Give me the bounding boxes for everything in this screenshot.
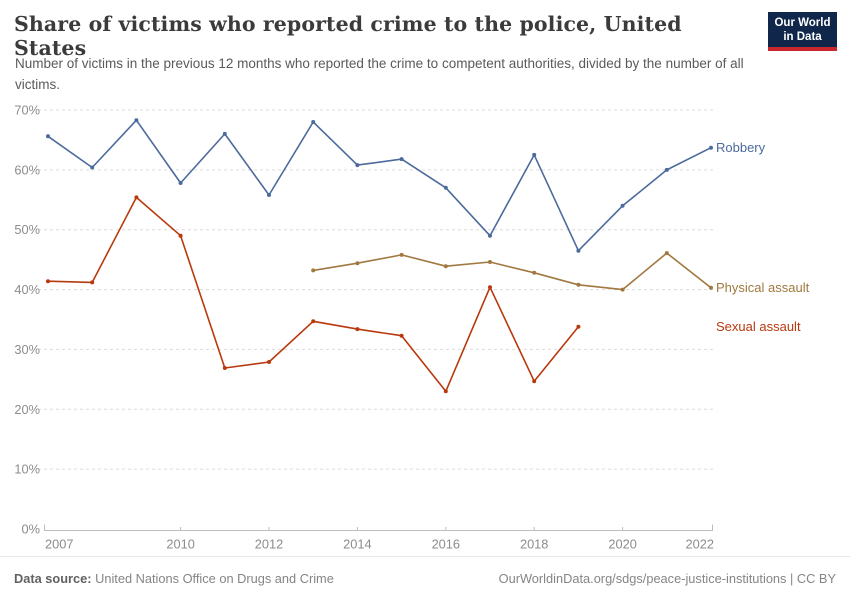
owid-logo-line1: Our World: [774, 17, 831, 29]
owid-logo-line2: in Data: [783, 31, 822, 43]
series-label-physical-assault: Physical assault: [716, 280, 810, 295]
data-point-sexual-assault[interactable]: [488, 285, 492, 290]
x-axis-tick-label: 2007: [45, 537, 73, 552]
data-point-sexual-assault[interactable]: [134, 195, 139, 200]
series-line-robbery[interactable]: [47, 119, 712, 252]
page-title: Share of victims who reported crime to t…: [14, 12, 682, 60]
data-point-sexual-assault[interactable]: [46, 279, 50, 284]
data-point-sexual-assault[interactable]: [222, 366, 227, 370]
data-point-robbery[interactable]: [576, 248, 581, 253]
chart-subtitle: Number of victims in the previous 12 mon…: [15, 56, 744, 92]
data-point-robbery[interactable]: [488, 233, 492, 238]
data-point-robbery[interactable]: [620, 203, 625, 208]
x-axis-tick-label: 2018: [520, 537, 548, 552]
data-source-text: United Nations Office on Drugs and Crime: [91, 571, 334, 586]
data-point-physical-assault[interactable]: [620, 287, 625, 292]
x-axis: 2007 2010 2012 2014 2016 2018 2020 2022: [44, 524, 714, 552]
data-point-sexual-assault[interactable]: [399, 333, 404, 338]
y-axis-tick-label: 70%: [14, 103, 40, 118]
data-point-physical-assault[interactable]: [709, 285, 713, 290]
y-axis-tick-label: 20%: [14, 402, 40, 417]
x-axis-tick-label: 2016: [432, 537, 460, 552]
data-point-robbery[interactable]: [664, 167, 669, 172]
y-axis-tick-label: 50%: [14, 222, 40, 237]
data-point-robbery[interactable]: [532, 152, 537, 157]
data-point-sexual-assault[interactable]: [576, 324, 581, 329]
series-line-physical-assault[interactable]: [312, 252, 712, 291]
data-point-sexual-assault[interactable]: [90, 280, 95, 285]
data-point-sexual-assault[interactable]: [355, 327, 360, 332]
owid-logo[interactable]: Our World in Data: [768, 12, 837, 51]
data-point-physical-assault[interactable]: [311, 268, 316, 273]
series-label-robbery: Robbery: [716, 140, 766, 155]
data-point-physical-assault[interactable]: [399, 252, 404, 257]
series-robbery[interactable]: Robbery: [46, 118, 766, 253]
data-point-robbery[interactable]: [355, 163, 360, 168]
data-source: Data source: United Nations Office on Dr…: [14, 571, 334, 586]
data-point-sexual-assault[interactable]: [443, 389, 448, 394]
series-physical-assault[interactable]: Physical assault: [311, 251, 810, 295]
data-point-sexual-assault[interactable]: [532, 379, 537, 384]
x-axis-tick-label: 2020: [608, 537, 636, 552]
data-point-robbery[interactable]: [443, 185, 448, 190]
data-point-robbery[interactable]: [311, 120, 316, 124]
data-point-physical-assault[interactable]: [355, 261, 360, 266]
data-point-sexual-assault[interactable]: [267, 360, 271, 364]
data-point-physical-assault[interactable]: [532, 270, 537, 275]
data-point-robbery[interactable]: [267, 193, 271, 197]
data-point-sexual-assault[interactable]: [311, 319, 316, 324]
data-point-physical-assault[interactable]: [664, 251, 669, 256]
data-point-physical-assault[interactable]: [576, 282, 581, 287]
series-label-sexual-assault: Sexual assault: [716, 319, 801, 334]
data-point-robbery[interactable]: [46, 134, 50, 139]
data-point-physical-assault[interactable]: [488, 260, 492, 264]
x-axis-tick-label: 2012: [255, 537, 283, 552]
y-axis-tick-label: 10%: [14, 462, 40, 477]
y-axis-tick-label: 40%: [14, 282, 40, 297]
y-axis-tick-label: 60%: [14, 162, 40, 177]
series-sexual-assault[interactable]: Sexual assault: [46, 195, 801, 394]
y-axis-tick-label: 30%: [14, 342, 40, 357]
series-line-sexual-assault[interactable]: [47, 196, 580, 393]
x-axis-tick-label: 2014: [343, 537, 371, 552]
data-point-robbery[interactable]: [709, 145, 713, 150]
credit-link[interactable]: OurWorldinData.org/sdgs/peace-justice-in…: [498, 571, 836, 586]
data-point-robbery[interactable]: [178, 181, 183, 185]
chart-footer: Data source: United Nations Office on Dr…: [0, 556, 850, 600]
data-point-physical-assault[interactable]: [443, 264, 448, 269]
data-point-robbery[interactable]: [134, 118, 139, 123]
x-axis-tick-label: 2010: [166, 537, 194, 552]
data-source-label: Data source:: [14, 571, 92, 586]
x-axis-tick-label: 2022: [686, 537, 714, 552]
gridlines: 0% 10% 20% 30% 40% 50% 60% 70%: [14, 103, 713, 537]
data-point-robbery[interactable]: [90, 165, 95, 170]
y-axis-tick-label: 0%: [22, 522, 41, 537]
data-point-sexual-assault[interactable]: [178, 233, 183, 238]
data-point-robbery[interactable]: [222, 131, 227, 136]
data-point-robbery[interactable]: [399, 157, 404, 162]
